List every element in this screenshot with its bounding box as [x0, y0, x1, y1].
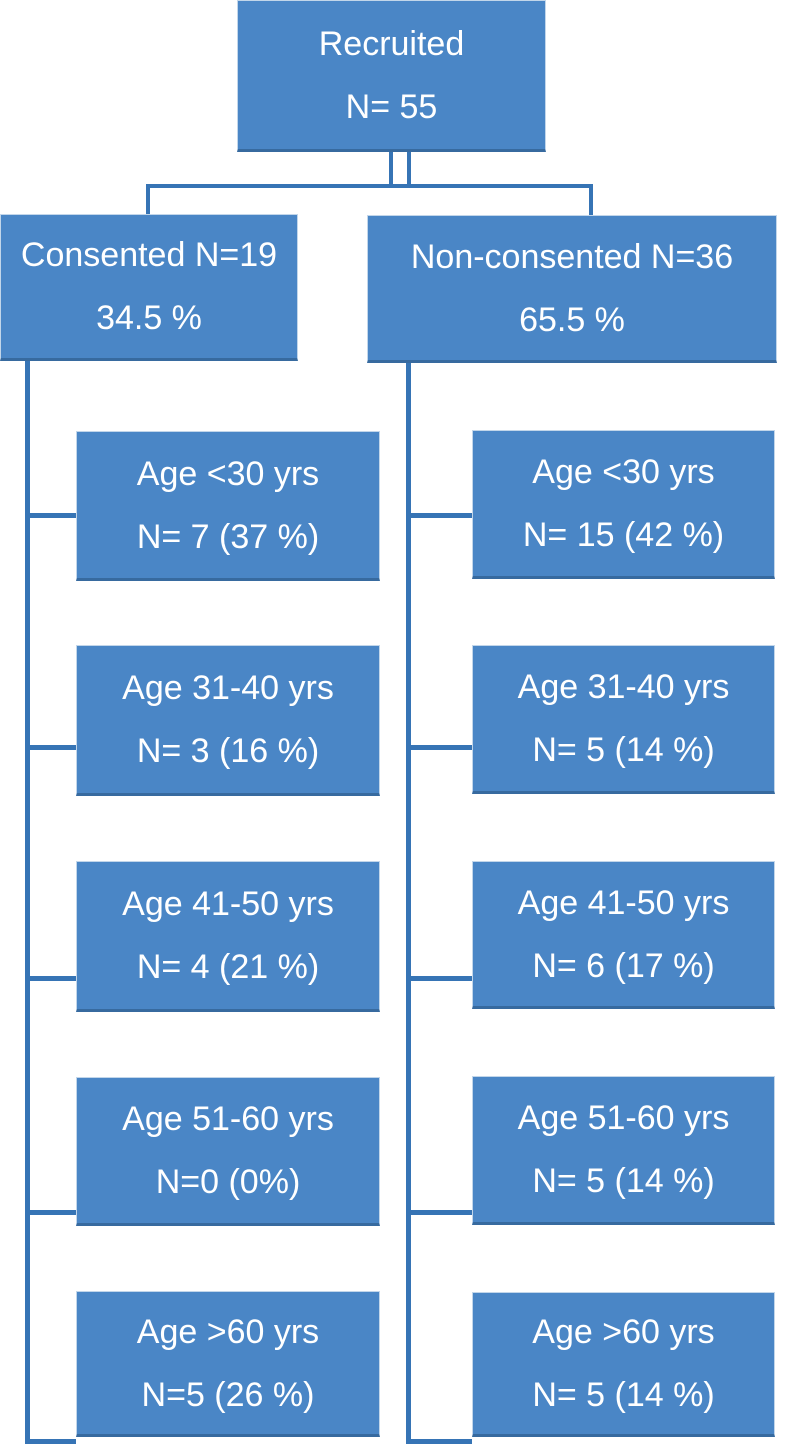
node-value: N= 3 (16 %): [136, 732, 320, 770]
node-value: N= 6 (17 %): [532, 946, 715, 985]
connector-stub-right-4: [406, 1210, 472, 1215]
connector-drop-non-consented: [589, 184, 593, 216]
connector-drop-consented: [146, 184, 150, 215]
node-value: N= 7 (37 %): [136, 517, 320, 556]
age-box-nonconsented-51-60: Age 51-60 yrs N= 5 (14 %): [472, 1076, 775, 1225]
node-value: N= 4 (21 %): [136, 948, 320, 986]
connector-stub-right-5: [406, 1439, 472, 1444]
node-title: Age 51-60 yrs: [517, 1099, 730, 1137]
node-title: Recruited: [318, 24, 465, 63]
node-title: Age >60 yrs: [136, 1312, 320, 1351]
connector-trunk-right: [406, 363, 411, 1444]
node-title: Age 41-50 yrs: [122, 885, 334, 923]
node-value: N=0 (0%): [155, 1163, 301, 1201]
consented-box: Consented N=19 34.5 %: [0, 214, 298, 361]
node-value: 34.5 %: [96, 299, 202, 337]
node-title: Age <30 yrs: [532, 453, 715, 491]
node-title: Non-consented N=36: [410, 237, 734, 276]
node-title: Age 51-60 yrs: [122, 1100, 334, 1138]
age-box-nonconsented-over60: Age >60 yrs N= 5 (14 %): [472, 1292, 775, 1437]
node-value: N= 15 (42 %): [522, 516, 725, 554]
node-title: Consented N=19: [20, 236, 278, 274]
age-box-nonconsented-31-40: Age 31-40 yrs N= 5 (14 %): [472, 645, 775, 794]
age-box-consented-over60: Age >60 yrs N=5 (26 %): [76, 1291, 380, 1437]
node-value: 65.5 %: [519, 300, 625, 339]
connector-top-horizontal: [146, 184, 593, 188]
age-box-consented-41-50: Age 41-50 yrs N= 4 (21 %): [76, 861, 380, 1012]
connector-stub-left-3: [25, 976, 76, 981]
node-title: Age 31-40 yrs: [517, 668, 730, 706]
connector-stub-right-1: [406, 513, 472, 518]
node-value: N= 5 (14 %): [532, 1162, 715, 1200]
node-title: Age 31-40 yrs: [122, 669, 334, 707]
connector-root-stub-1: [389, 150, 393, 188]
node-value: N= 5 (14 %): [532, 731, 715, 769]
non-consented-box: Non-consented N=36 65.5 %: [367, 215, 777, 363]
connector-stub-left-5: [25, 1439, 76, 1444]
age-box-nonconsented-under30: Age <30 yrs N= 15 (42 %): [472, 430, 775, 579]
node-value: N= 55: [345, 87, 438, 126]
node-title: Age >60 yrs: [532, 1313, 715, 1351]
recruited-box: Recruited N= 55: [237, 0, 546, 152]
connector-stub-right-2: [406, 745, 472, 750]
node-title: Age 41-50 yrs: [517, 883, 730, 922]
age-box-consented-31-40: Age 31-40 yrs N= 3 (16 %): [76, 645, 380, 796]
connector-trunk-left: [25, 360, 30, 1444]
connector-stub-left-2: [25, 745, 76, 750]
connector-stub-left-4: [25, 1210, 76, 1215]
connector-stub-right-3: [406, 976, 472, 981]
connector-root-stub-2: [407, 150, 411, 188]
node-value: N=5 (26 %): [141, 1375, 315, 1414]
age-box-nonconsented-41-50: Age 41-50 yrs N= 6 (17 %): [472, 861, 775, 1009]
age-box-consented-under30: Age <30 yrs N= 7 (37 %): [76, 431, 380, 581]
age-box-consented-51-60: Age 51-60 yrs N=0 (0%): [76, 1077, 380, 1226]
node-value: N= 5 (14 %): [532, 1376, 715, 1414]
node-title: Age <30 yrs: [136, 454, 320, 493]
connector-stub-left-1: [25, 513, 76, 518]
